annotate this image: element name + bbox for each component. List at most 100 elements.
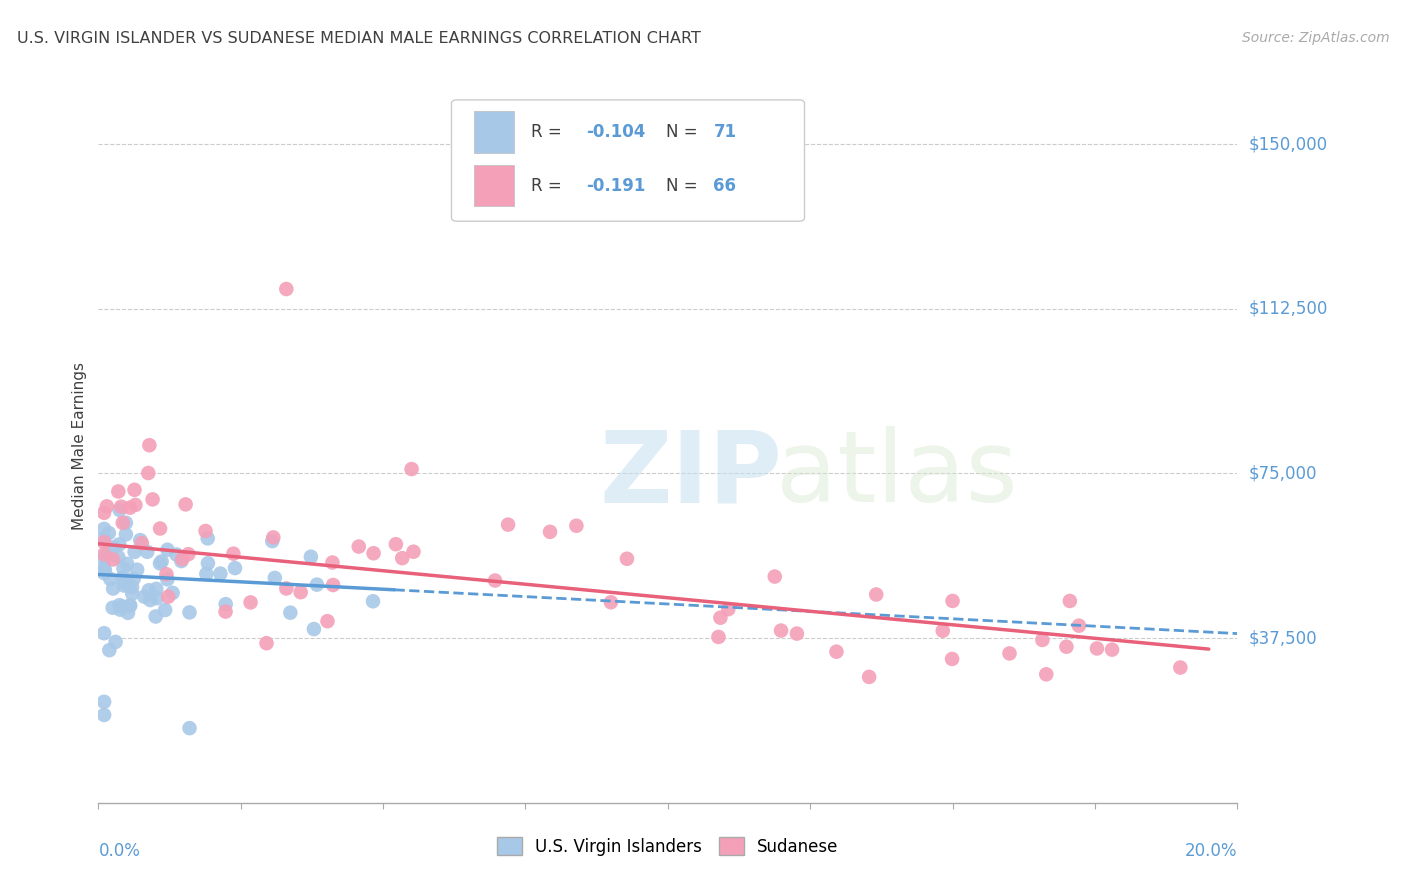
Text: R =: R = [531,123,567,141]
Text: N =: N = [665,177,703,194]
Point [93,506,115,520]
Point [179,606,201,620]
FancyBboxPatch shape [474,165,515,206]
Text: atlas: atlas [776,426,1018,523]
Point [139,593,162,607]
Point [177,547,200,561]
Point [214,605,236,619]
Point [262,530,284,544]
Point [97,526,120,541]
Point [276,282,298,296]
Point [763,569,786,583]
Text: $75,000: $75,000 [1249,465,1317,483]
Point [149,557,172,571]
Point [215,597,238,611]
Text: U.S. VIRGIN ISLANDER VS SUDANESE MEDIAN MALE EARNINGS CORRELATION CHART: U.S. VIRGIN ISLANDER VS SUDANESE MEDIAN … [17,31,700,46]
Point [402,545,425,559]
Point [93,708,115,723]
Point [96,545,118,559]
Point [121,580,143,594]
Text: R =: R = [531,177,567,194]
Point [104,635,127,649]
Point [322,578,344,592]
Point [156,573,179,587]
Point [858,670,880,684]
Point [197,532,219,546]
Point [565,518,588,533]
Point [280,606,302,620]
Point [138,438,160,452]
Point [174,497,197,511]
Point [707,630,730,644]
Point [114,516,136,530]
Point [162,586,184,600]
Point [134,590,156,604]
Point [145,582,167,596]
Point [484,574,506,588]
Text: -0.191: -0.191 [586,177,645,194]
Point [263,571,285,585]
Point [825,645,848,659]
Point [129,533,152,547]
Point [115,527,138,541]
Point [115,557,138,571]
Point [262,534,284,549]
Point [305,577,328,591]
Point [101,582,124,596]
Point [138,583,160,598]
Point [256,636,278,650]
Point [108,503,131,517]
Text: $112,500: $112,500 [1249,300,1327,318]
Point [299,549,322,564]
Point [93,535,115,549]
Point [165,548,187,562]
Text: -0.104: -0.104 [586,123,645,141]
Point [108,537,131,551]
Point [865,587,887,601]
Point [1101,642,1123,657]
Point [172,552,194,566]
Point [401,462,423,476]
Point [321,556,343,570]
Point [709,610,731,624]
Point [101,600,124,615]
Point [1067,618,1090,632]
Point [98,643,121,657]
Point [93,561,115,575]
Point [1059,594,1081,608]
Point [124,483,146,497]
Text: Source: ZipAtlas.com: Source: ZipAtlas.com [1241,31,1389,45]
Point [110,500,132,514]
Point [145,609,167,624]
Point [363,546,385,560]
Y-axis label: Median Male Earnings: Median Male Earnings [72,362,87,530]
Point [118,599,141,613]
Point [998,647,1021,661]
Point [146,591,169,606]
Point [93,551,115,566]
Point [347,540,370,554]
Point [942,594,965,608]
Point [122,572,145,586]
Point [156,542,179,557]
Point [101,552,124,566]
Text: ZIP: ZIP [599,426,782,523]
Point [276,582,298,596]
Point [118,579,141,593]
Point [111,570,134,584]
FancyBboxPatch shape [474,112,515,153]
Point [222,547,245,561]
Point [153,603,176,617]
Point [124,545,146,559]
Point [136,545,159,559]
Point [127,563,149,577]
Text: N =: N = [665,123,703,141]
Point [195,566,218,581]
Legend: U.S. Virgin Islanders, Sudanese: U.S. Virgin Islanders, Sudanese [491,830,845,863]
Point [142,492,165,507]
Point [118,500,141,515]
Point [361,594,384,608]
Point [170,554,193,568]
Point [121,586,143,600]
Point [124,498,146,512]
